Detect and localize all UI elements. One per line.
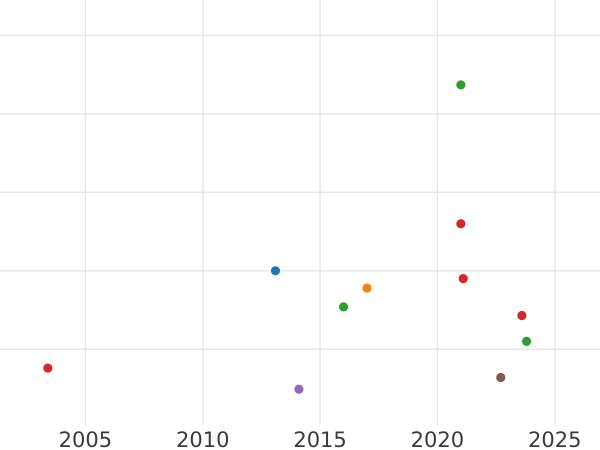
x-axis-tick-labels: 2005 2010 2015 2020 2025 — [59, 428, 582, 450]
data-point — [456, 219, 466, 229]
data-point — [362, 283, 372, 293]
data-point — [43, 363, 53, 373]
x-tick-label: 2015 — [293, 428, 346, 450]
data-point — [458, 274, 468, 284]
data-point — [521, 336, 532, 347]
data-point — [456, 80, 466, 90]
x-tick-label: 2025 — [528, 428, 581, 450]
x-tick-label: 2005 — [59, 428, 112, 450]
gridlines — [0, 0, 600, 425]
data-point — [496, 372, 506, 383]
data-point — [517, 310, 527, 321]
x-tick-label: 2020 — [411, 428, 464, 450]
data-point — [294, 384, 304, 394]
data-point — [270, 266, 281, 276]
data-points — [43, 80, 532, 394]
data-point — [338, 302, 349, 312]
x-tick-label: 2010 — [176, 428, 229, 450]
